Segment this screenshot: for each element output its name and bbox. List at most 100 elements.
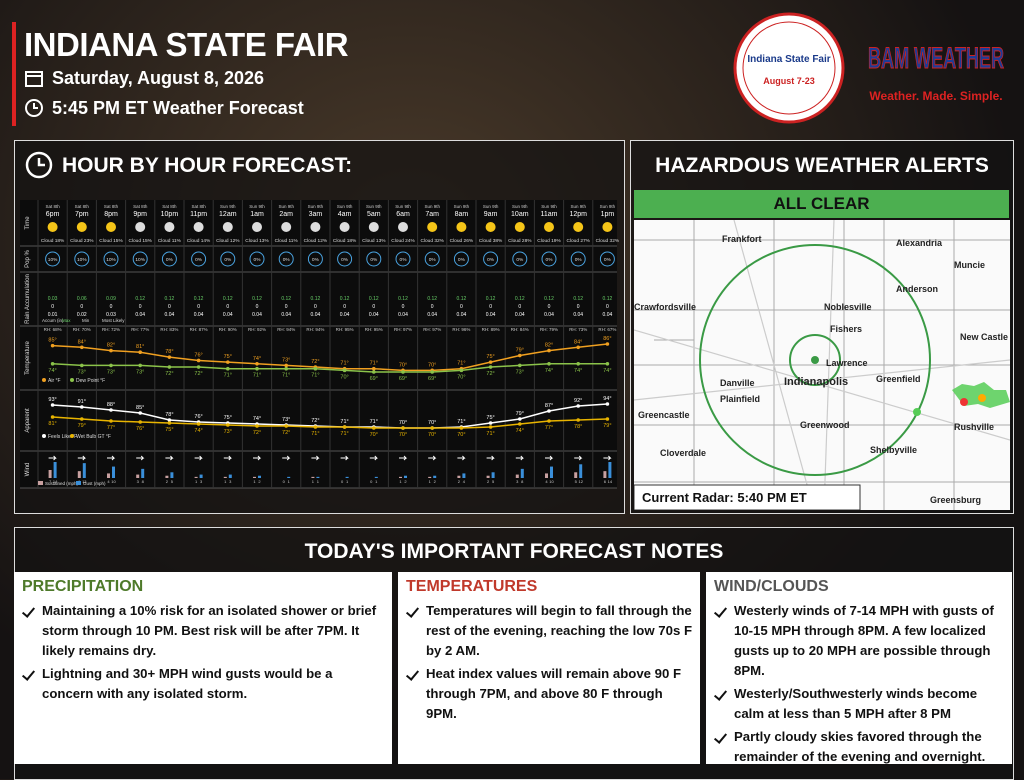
point (80, 363, 84, 368)
wind-arrow (515, 455, 525, 461)
value-label: 79° (516, 411, 524, 417)
weather-icon (602, 222, 613, 232)
grid-bg (20, 200, 617, 488)
day: Sun 9th (600, 204, 616, 209)
legend-dot (70, 434, 74, 438)
cloud: Cloud 38% (479, 238, 503, 244)
value-label: 91° (78, 399, 86, 405)
weather-icon (398, 222, 408, 232)
value-label: 88° (107, 402, 115, 408)
value-label: 73° (516, 369, 524, 375)
time: 11pm (190, 211, 207, 218)
wind-value: 14 (53, 479, 58, 484)
rh: RH: 89% (482, 327, 500, 332)
wind-arrow (282, 455, 291, 461)
point (605, 417, 610, 421)
wind-value: 3 (229, 479, 232, 484)
wind-value: 3 (200, 479, 203, 484)
pop-ring (483, 251, 499, 267)
wind-value: 5 (171, 479, 174, 484)
wind-arrow (253, 455, 262, 461)
wind-arrow (457, 455, 466, 461)
day: Sat 8th (162, 204, 177, 209)
town: Danville (720, 378, 755, 388)
wind-value: 4 (463, 479, 466, 484)
town: Lawrence (826, 358, 868, 368)
pop: 0% (312, 257, 320, 263)
pop-ring (307, 251, 323, 267)
wind-value: 3 (137, 479, 140, 484)
wind-bar (223, 476, 227, 478)
value-label: 71° (340, 361, 348, 367)
rh: RH: 90% (219, 327, 237, 332)
wind-arrow (136, 455, 145, 461)
town: New Castle (960, 332, 1008, 342)
wind-bar (550, 466, 553, 478)
wind-bar (311, 476, 315, 478)
rain-legend: Most Likely (102, 318, 125, 323)
hourly-grid: Time Pop % Rain Accumulation Temperature App… (20, 200, 620, 489)
pop: 0% (604, 257, 612, 263)
cloud: Cloud 11% (275, 238, 299, 244)
value-label: 73° (107, 369, 115, 375)
cloud: Cloud 28% (508, 238, 532, 244)
pop-ring (45, 251, 61, 267)
value-label: 74° (516, 428, 524, 434)
pop: 0% (224, 257, 232, 263)
wind-bar (374, 476, 378, 478)
day: Sun 9th (541, 204, 557, 209)
date: Saturday, August 8, 2026 (52, 68, 265, 88)
rh: RH: 95% (336, 327, 354, 332)
value-label: 69° (399, 376, 407, 382)
rh: RH: 72% (102, 327, 120, 332)
wind-bar (520, 468, 524, 478)
calendar-icon (25, 71, 43, 87)
value-label: 70° (399, 420, 407, 426)
legend-label: Wet Bulb GT °F (76, 434, 111, 440)
row-label: Apparent (25, 408, 31, 433)
day: Sun 9th (308, 204, 324, 209)
cloud: Cloud 23% (70, 238, 94, 244)
point (226, 423, 230, 427)
pop-ring (395, 251, 411, 267)
wind-value: 7 (49, 479, 52, 484)
point (518, 353, 522, 358)
row-label: Time (25, 216, 31, 230)
wind-bar (399, 476, 402, 478)
legend-dot (42, 378, 46, 382)
point (167, 365, 172, 369)
value-label: 79° (516, 348, 524, 354)
rain-max: 0.12 (223, 296, 233, 302)
wind-value: 10 (111, 479, 116, 484)
rain-min: 0 (548, 304, 551, 310)
point (488, 360, 493, 364)
point (547, 361, 551, 366)
wind-bar (515, 474, 519, 478)
rain-likely: 0.04 (194, 312, 204, 318)
wind-value: 4 (107, 479, 110, 484)
pop-ring (220, 251, 236, 267)
notes-title: TODAY'S IMPORTANT FORECAST NOTES (304, 540, 724, 563)
wind-bar (82, 463, 86, 478)
pop-ring (161, 251, 177, 267)
bullet: Westerly/Southwesterly winds become calm… (714, 684, 1004, 724)
rain-min: 0 (577, 304, 580, 310)
pop-ring (191, 251, 207, 267)
time: 5am (367, 211, 381, 218)
fair-logo: Indiana State Fair August 7-23 (733, 12, 845, 124)
value-label: 79° (603, 423, 611, 429)
value-label: 75° (165, 427, 173, 433)
point (518, 417, 522, 421)
wind-arrow (340, 455, 349, 461)
point (313, 366, 318, 371)
pop: 0% (487, 257, 495, 263)
wind-value: 4 (545, 479, 548, 484)
day: Sun 9th (424, 204, 440, 209)
point (50, 403, 55, 407)
wind-bar (404, 475, 407, 478)
value-label: 70° (428, 432, 436, 438)
rain-legend: Min (82, 318, 90, 323)
wind-value: 8 (521, 479, 524, 484)
weather-icon (281, 222, 292, 232)
